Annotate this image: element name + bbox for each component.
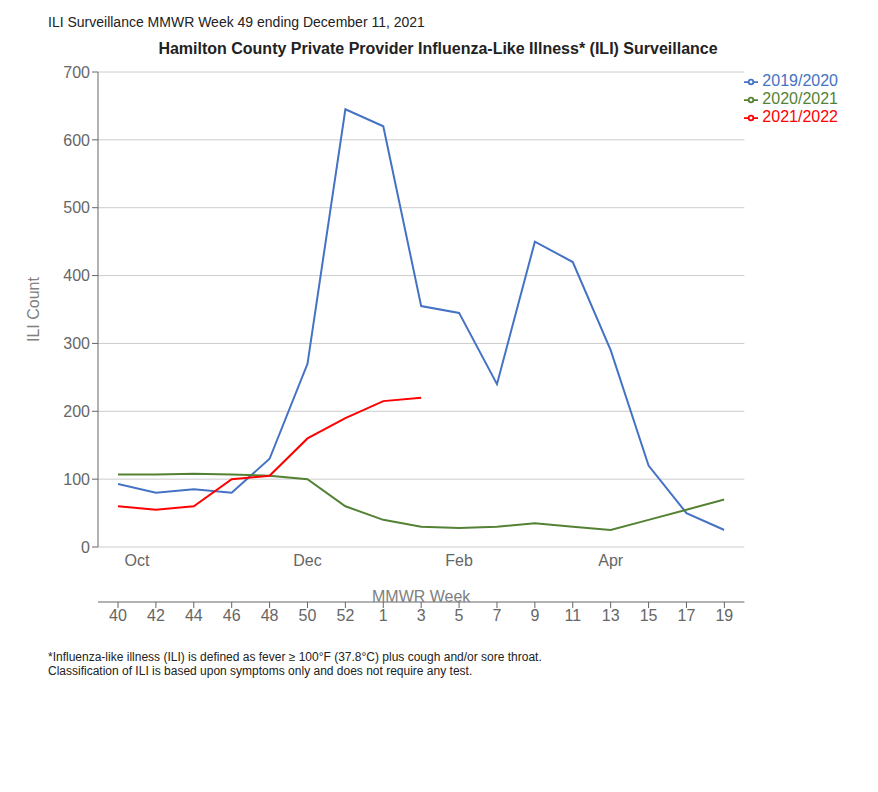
svg-text:Apr: Apr: [598, 552, 624, 569]
svg-text:Feb: Feb: [445, 552, 473, 569]
svg-text:200: 200: [63, 403, 90, 420]
html-text:ILI Surveillance MMWR Week 49: ILI Surveillance MMWR Week 49 ending Dec…: [48, 14, 425, 30]
svg-text:46: 46: [223, 607, 241, 624]
svg-text:42: 42: [147, 607, 165, 624]
svg-text:52: 52: [336, 607, 354, 624]
svg-text:48: 48: [261, 607, 279, 624]
html-text:2021/2022: 2021/2022: [762, 108, 838, 125]
svg-text:15: 15: [640, 607, 658, 624]
svg-text:17: 17: [678, 607, 696, 624]
svg-text:400: 400: [63, 267, 90, 284]
html-text:2020/2021: 2020/2021: [762, 90, 838, 107]
svg-text:13: 13: [602, 607, 620, 624]
svg-text:0: 0: [81, 539, 90, 556]
svg-text:1: 1: [379, 607, 388, 624]
svg-text:50: 50: [299, 607, 317, 624]
svg-text:3: 3: [417, 607, 426, 624]
svg-text:40: 40: [109, 607, 127, 624]
svg-text:ILI Count: ILI Count: [25, 276, 42, 341]
svg-text:11: 11: [564, 607, 581, 624]
svg-text:600: 600: [63, 132, 90, 149]
svg-text:Dec: Dec: [293, 552, 321, 569]
svg-text:Oct: Oct: [125, 552, 150, 569]
html-text:Hamilton County Private Provid: Hamilton County Private Provider Influen…: [158, 40, 718, 57]
svg-text:44: 44: [185, 607, 203, 624]
html-text:*Influenza-like illness (ILI): *Influenza-like illness (ILI) is defined…: [48, 650, 542, 678]
svg-text:MMWR Week: MMWR Week: [372, 588, 471, 605]
svg-text:9: 9: [530, 607, 539, 624]
svg-text:100: 100: [63, 471, 90, 488]
svg-text:19: 19: [715, 607, 733, 624]
svg-text:500: 500: [63, 199, 90, 216]
svg-text:700: 700: [63, 64, 90, 81]
svg-text:5: 5: [455, 607, 464, 624]
svg-text:300: 300: [63, 335, 90, 352]
html-text:2019/2020: 2019/2020: [762, 72, 838, 89]
svg-text:7: 7: [493, 607, 502, 624]
